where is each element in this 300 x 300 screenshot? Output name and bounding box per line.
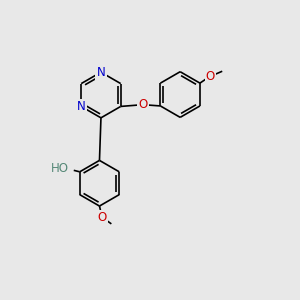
Text: O: O <box>98 211 107 224</box>
Text: O: O <box>138 98 148 111</box>
Text: N: N <box>97 66 105 79</box>
Text: O: O <box>206 70 215 83</box>
Text: N: N <box>77 100 85 113</box>
Text: HO: HO <box>51 162 69 175</box>
